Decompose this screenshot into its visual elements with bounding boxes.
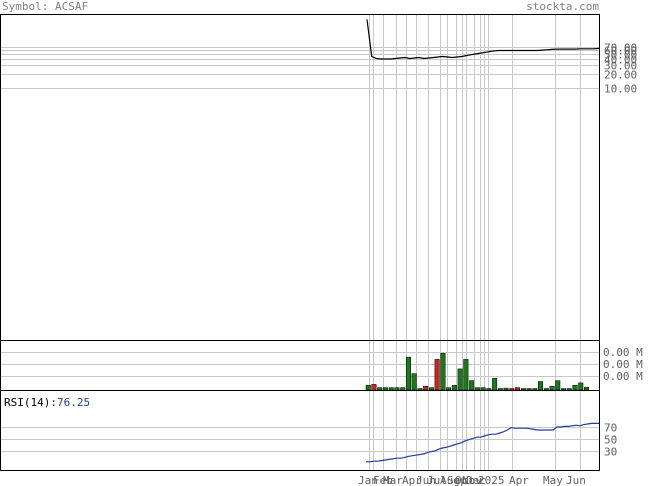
volume-bar [440,353,446,391]
volume-bar [469,380,475,391]
volume-bar [446,387,452,391]
rsi-panel-frame [0,390,600,471]
x-tick-label: Dec [466,474,486,486]
volume-bar [474,387,480,391]
volume-bar [457,368,463,391]
x-tick-label: 2025 [478,474,505,486]
volume-bar [394,387,400,391]
volume-bar [382,387,388,391]
price-tick-label: 70.00 [604,42,637,55]
symbol-label: Symbol: ACSAF [2,0,89,13]
x-tick-label: Apr [402,474,422,486]
volume-bar [526,388,532,391]
volume-bar [561,388,567,391]
volume-tick-label: 0.00 M [603,358,643,371]
x-tick-label: Feb [373,474,393,486]
rsi-tick-label: 70 [604,422,617,435]
x-tick-label: Sep [447,474,467,486]
volume-bar [411,373,417,391]
volume-bar [532,388,538,391]
volume-bar [509,388,515,391]
volume-bar [520,388,526,391]
x-tick-label: Jul [427,474,447,486]
rsi-series [366,422,599,463]
x-tick-label: Oct [455,474,475,486]
site-link[interactable]: stockta.com [526,0,599,13]
volume-bar [463,359,469,391]
volume-bar [405,356,411,391]
volume-panel-frame [0,340,600,391]
price-tick-label: 50.00 [604,49,637,62]
volume-bar [566,388,572,391]
x-tick-label: Jan [358,474,378,486]
volume-bar [480,387,486,391]
volume-bar [503,387,509,391]
rsi-name: RSI(14): [4,396,57,409]
price-tick-label: 10.00 [604,83,637,96]
volume-bar [388,387,394,391]
volume-bar [400,387,406,391]
volume-bar [538,381,544,391]
volume-tick-label: 0.00 M [603,370,643,383]
rsi-line [366,422,599,463]
volume-bar [584,386,590,391]
volume-bar [365,385,371,391]
volume-bar [377,387,383,391]
price-line [366,19,600,60]
x-tick-label: Apr [509,474,529,486]
volume-bar [572,385,578,391]
x-tick-label: Jun [416,474,436,486]
volume-bar [543,388,549,391]
volume-bar [428,387,434,391]
volume-bar [451,385,457,391]
volume-bar [515,387,521,391]
volume-bar [549,385,555,391]
price-series [366,19,600,60]
volume-bar [417,388,423,391]
x-tick-label: Mar [383,474,403,486]
volume-bar [555,380,561,391]
x-tick-label: May [543,474,563,486]
price-tick-label: 20.00 [604,69,637,82]
price-panel-frame [0,14,600,341]
rsi-value: 76.25 [57,396,90,409]
price-tick-label: 30.00 [604,60,637,73]
volume-bar [423,385,429,391]
volume-bar [486,388,492,391]
volume-series [365,353,590,391]
price-tick-label: 60.00 [604,45,637,58]
volume-bar [434,359,440,391]
volume-tick-label: 0.00 M [603,346,643,359]
rsi-tick-label: 50 [604,434,617,447]
x-tick-label: Jun [566,474,586,486]
chart-grid [1,15,600,470]
volume-bar [371,384,377,391]
volume-bar [492,378,498,391]
price-tick-label: 40.00 [604,54,637,67]
volume-bar [578,382,584,391]
rsi-label: RSI(14):76.25 [4,396,90,409]
rsi-tick-label: 30 [604,446,617,459]
x-tick-label: Aug [440,474,460,486]
volume-bar [497,388,503,391]
x-tick-label: Nov [462,474,482,486]
